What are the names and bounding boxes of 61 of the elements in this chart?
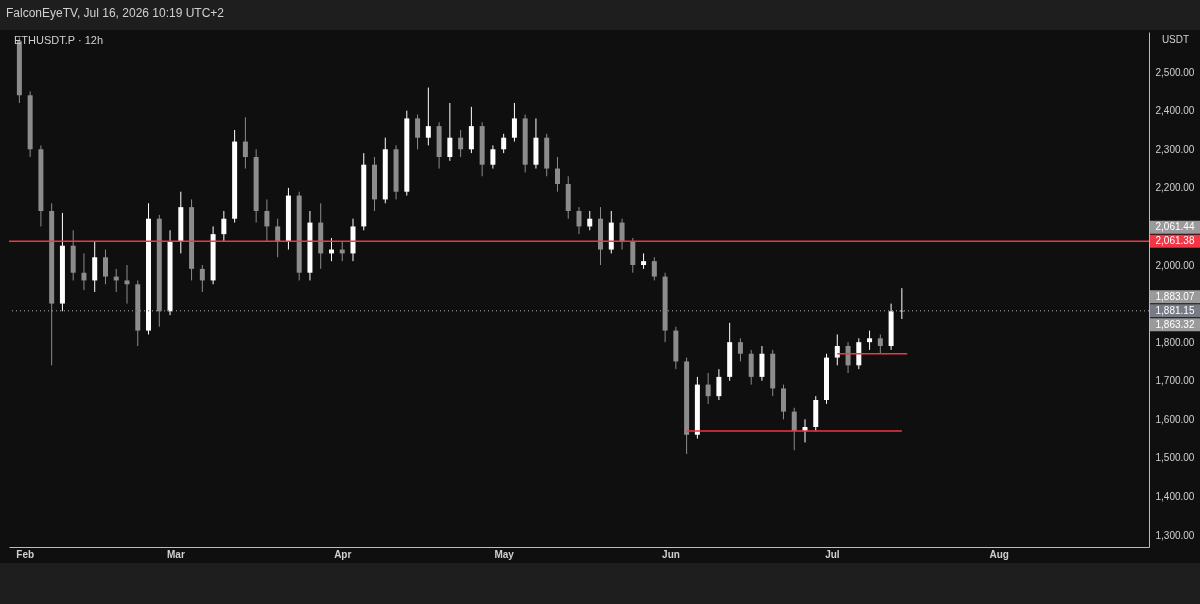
y-tick-label: 2,000.00 xyxy=(1155,259,1195,271)
y-tick-label: 2,300.00 xyxy=(1155,143,1195,155)
chart-title: ETHUSDT.P · 12h xyxy=(14,34,104,46)
candlestick xyxy=(458,129,464,158)
candlestick xyxy=(81,252,87,291)
candlestick xyxy=(759,345,765,382)
candlestick xyxy=(867,330,873,351)
text: 1,863.32 xyxy=(1155,318,1195,330)
x-tick-label: Mar xyxy=(167,548,185,560)
candlestick xyxy=(221,210,227,243)
y-tick-label: 1,700.00 xyxy=(1155,375,1195,387)
candlestick xyxy=(877,333,883,355)
y-tick-label: 1,300.00 xyxy=(1155,529,1195,541)
candlestick xyxy=(102,249,108,285)
candlestick xyxy=(264,198,270,243)
candlestick xyxy=(242,116,248,170)
candlestick xyxy=(92,241,98,293)
text: 1,883.07 xyxy=(1155,290,1195,302)
ref-line-label: 1,881.15 xyxy=(1155,304,1195,316)
candlestick xyxy=(511,102,517,143)
candlestick xyxy=(275,218,281,258)
candlestick xyxy=(199,264,205,293)
candlestick xyxy=(587,210,593,231)
y-tick-label: 2,400.00 xyxy=(1155,105,1195,117)
candlestick xyxy=(780,384,786,420)
x-tick-label: Feb xyxy=(16,548,35,560)
y-tick-label: 2,500.00 xyxy=(1155,66,1195,78)
x-tick-label: Jul xyxy=(825,548,840,560)
text: 2,061.44 xyxy=(1155,221,1195,233)
x-tick-label: Aug xyxy=(989,548,1009,560)
y-tick-label: 2,200.00 xyxy=(1155,182,1195,194)
candlestick xyxy=(834,333,840,366)
candlestick xyxy=(619,218,625,251)
candlestick xyxy=(737,337,743,362)
candlestick xyxy=(501,133,507,154)
ref-line-label: 2,061.38 xyxy=(1155,235,1195,247)
x-tick-label: Apr xyxy=(334,548,352,560)
candlestick xyxy=(554,156,560,193)
candlestick xyxy=(490,144,496,170)
candlestick xyxy=(845,341,851,374)
x-tick-label: Jun xyxy=(662,548,680,560)
chart-subtitle: FalconEyeTV, Jul 16, 2026 10:19 UTC+2 xyxy=(6,6,225,20)
x-tick-label: May xyxy=(494,548,515,560)
candlestick xyxy=(748,349,754,386)
candlestick xyxy=(651,256,657,281)
candlestick xyxy=(716,368,722,401)
candlestick xyxy=(415,114,421,150)
candlestick xyxy=(856,337,862,370)
candlestick xyxy=(705,372,711,405)
candlestick xyxy=(468,106,474,154)
candlestick xyxy=(425,87,431,146)
y-tick-label: 1,600.00 xyxy=(1155,413,1195,425)
y-axis-title: USDT xyxy=(1161,33,1190,45)
candlestick xyxy=(447,102,453,162)
candlestick xyxy=(124,264,130,305)
y-tick-label: 1,800.00 xyxy=(1155,336,1195,348)
y-tick-label: 1,500.00 xyxy=(1155,452,1195,464)
candlestick xyxy=(791,407,797,451)
candlestick xyxy=(630,237,636,274)
y-tick-label: 1,400.00 xyxy=(1155,490,1195,502)
candlestick xyxy=(576,206,582,235)
